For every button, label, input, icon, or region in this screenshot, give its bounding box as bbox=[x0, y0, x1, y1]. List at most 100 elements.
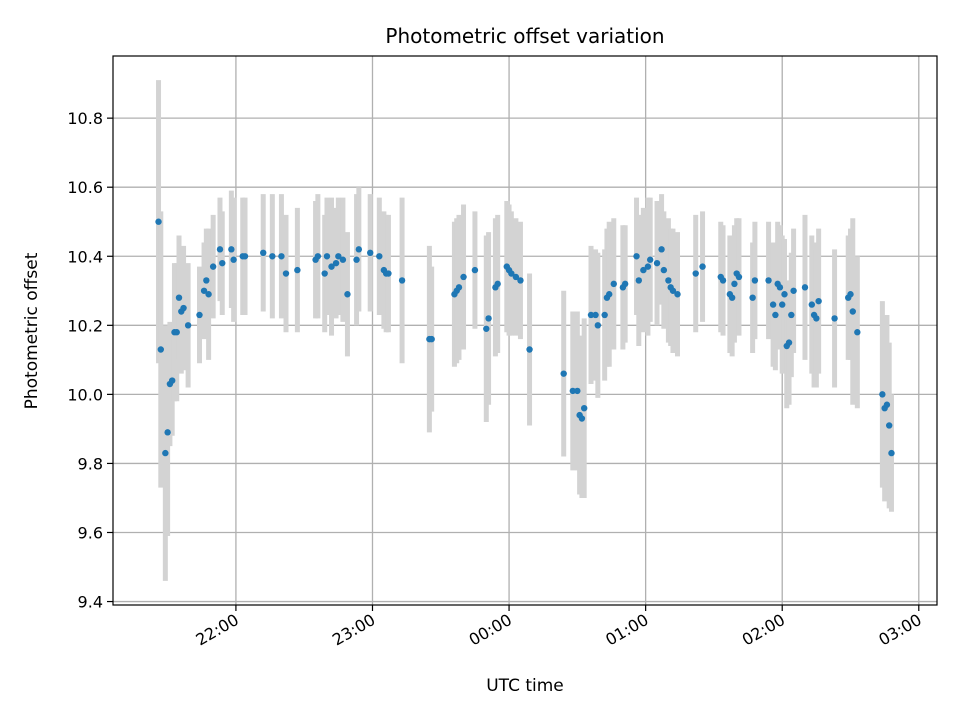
data-point bbox=[205, 291, 212, 298]
data-point bbox=[883, 401, 891, 408]
plot-frame bbox=[112, 55, 938, 606]
data-point bbox=[601, 311, 608, 319]
data-point bbox=[569, 387, 577, 395]
data-point bbox=[282, 270, 290, 277]
data-point bbox=[646, 256, 654, 263]
data-point bbox=[801, 284, 809, 291]
data-point bbox=[483, 325, 490, 332]
data-point bbox=[587, 311, 595, 319]
data-point bbox=[669, 287, 677, 294]
x-axis-label: UTC time bbox=[486, 676, 564, 696]
data-point bbox=[209, 263, 217, 270]
data-point bbox=[813, 315, 820, 322]
data-point bbox=[776, 284, 784, 291]
data-point bbox=[228, 246, 235, 253]
y-tick-label: 10.8 bbox=[67, 109, 103, 128]
data-point bbox=[815, 297, 822, 305]
data-point bbox=[788, 311, 795, 319]
data-point bbox=[885, 422, 893, 429]
data-point bbox=[526, 346, 533, 353]
data-point bbox=[200, 287, 208, 294]
data-point bbox=[578, 415, 586, 422]
data-point bbox=[269, 253, 276, 260]
y-tick-label: 9.6 bbox=[78, 523, 103, 542]
data-point bbox=[485, 315, 492, 322]
data-point bbox=[660, 266, 668, 274]
data-point bbox=[699, 263, 706, 270]
data-point bbox=[749, 294, 756, 301]
y-tick-label: 10.6 bbox=[67, 178, 103, 197]
data-point bbox=[184, 322, 192, 329]
data-point bbox=[592, 311, 599, 319]
data-point bbox=[314, 253, 322, 260]
data-point bbox=[765, 277, 772, 284]
data-point bbox=[376, 253, 383, 260]
data-point bbox=[216, 246, 224, 253]
data-point bbox=[157, 346, 165, 353]
data-point bbox=[230, 256, 237, 263]
data-point bbox=[610, 280, 617, 288]
data-point bbox=[512, 273, 520, 281]
data-point bbox=[751, 277, 759, 284]
data-point bbox=[155, 218, 162, 225]
data-point bbox=[173, 329, 180, 336]
data-point bbox=[633, 253, 640, 260]
data-point bbox=[323, 253, 331, 260]
data-point bbox=[644, 263, 652, 270]
data-point bbox=[560, 370, 567, 377]
data-point bbox=[728, 294, 736, 301]
data-point bbox=[335, 253, 342, 260]
data-point bbox=[719, 277, 727, 284]
chart-title: Photometric offset variation bbox=[385, 24, 664, 48]
data-point bbox=[731, 280, 738, 288]
data-point bbox=[674, 291, 681, 298]
data-point bbox=[353, 256, 360, 263]
data-point bbox=[735, 273, 743, 281]
data-point bbox=[790, 287, 797, 294]
data-point bbox=[888, 449, 895, 457]
data-point bbox=[321, 270, 328, 277]
data-point bbox=[606, 291, 613, 298]
data-point bbox=[658, 246, 665, 253]
data-points bbox=[155, 218, 895, 457]
data-point bbox=[398, 277, 406, 284]
data-point bbox=[455, 284, 463, 291]
data-point bbox=[508, 270, 515, 277]
data-point bbox=[621, 280, 629, 288]
data-point bbox=[574, 387, 581, 395]
data-point bbox=[494, 280, 501, 288]
data-point bbox=[879, 391, 886, 398]
data-point bbox=[278, 253, 285, 260]
data-point bbox=[219, 259, 226, 267]
data-point bbox=[175, 294, 183, 301]
data-point bbox=[772, 311, 779, 319]
y-tick-label: 9.4 bbox=[78, 593, 103, 612]
data-point bbox=[332, 259, 340, 267]
data-point bbox=[355, 246, 363, 253]
data-point bbox=[385, 270, 392, 277]
data-point bbox=[162, 449, 169, 457]
data-point bbox=[769, 301, 777, 308]
data-point bbox=[367, 249, 374, 257]
data-point bbox=[808, 301, 816, 308]
data-point bbox=[460, 273, 467, 281]
y-tick-label: 10.2 bbox=[67, 316, 103, 335]
data-point bbox=[635, 277, 643, 284]
data-point bbox=[580, 404, 588, 412]
data-point bbox=[849, 308, 856, 315]
data-point bbox=[294, 266, 301, 274]
data-point bbox=[180, 304, 187, 312]
data-point bbox=[785, 339, 793, 346]
data-point bbox=[196, 311, 203, 319]
data-point bbox=[339, 256, 347, 263]
y-axis-label: Photometric offset bbox=[22, 252, 42, 409]
data-point bbox=[665, 277, 672, 284]
y-axis: 9.4 9.6 9.8 10.0 10.2 10.4 10.6 10.8 bbox=[67, 109, 113, 612]
data-point bbox=[428, 335, 435, 343]
y-tick-label: 10.4 bbox=[67, 247, 103, 266]
data-point bbox=[781, 291, 788, 298]
data-point bbox=[344, 291, 351, 298]
data-point bbox=[854, 329, 861, 336]
y-tick-label: 9.8 bbox=[78, 454, 103, 473]
